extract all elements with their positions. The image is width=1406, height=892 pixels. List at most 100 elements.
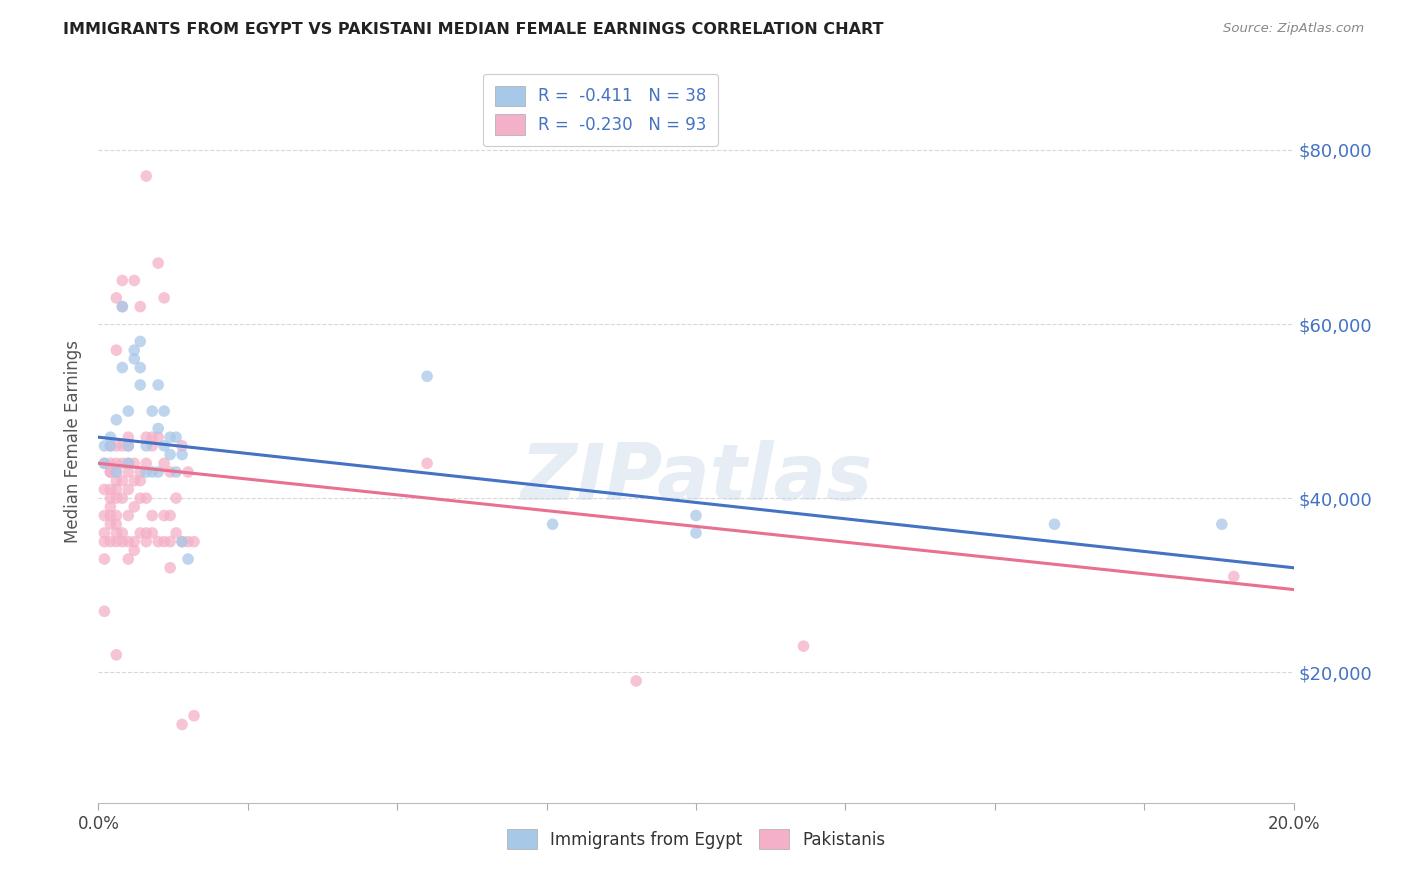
Point xyxy=(172,439,194,453)
Point xyxy=(93,525,115,540)
Point xyxy=(93,483,115,497)
Point xyxy=(93,456,115,470)
Point xyxy=(129,378,152,392)
Point xyxy=(159,448,181,462)
Point xyxy=(541,517,564,532)
Point xyxy=(111,474,134,488)
Point xyxy=(129,525,152,540)
Point xyxy=(159,465,181,479)
Point xyxy=(105,525,128,540)
Point xyxy=(177,552,200,566)
Point xyxy=(93,534,115,549)
Point xyxy=(153,404,176,418)
Point xyxy=(98,439,122,453)
Text: IMMIGRANTS FROM EGYPT VS PAKISTANI MEDIAN FEMALE EARNINGS CORRELATION CHART: IMMIGRANTS FROM EGYPT VS PAKISTANI MEDIA… xyxy=(63,22,884,37)
Legend: Immigrants from Egypt, Pakistanis: Immigrants from Egypt, Pakistanis xyxy=(496,819,896,860)
Point xyxy=(159,430,181,444)
Point xyxy=(129,491,152,505)
Point xyxy=(148,421,170,435)
Point xyxy=(105,648,128,662)
Point xyxy=(165,491,187,505)
Point xyxy=(98,456,122,470)
Point xyxy=(685,525,707,540)
Point xyxy=(153,439,176,453)
Point xyxy=(98,508,122,523)
Point xyxy=(135,534,157,549)
Point xyxy=(177,465,200,479)
Point xyxy=(172,717,194,731)
Point xyxy=(129,360,152,375)
Point xyxy=(117,552,139,566)
Y-axis label: Median Female Earnings: Median Female Earnings xyxy=(65,340,83,543)
Point xyxy=(111,300,134,314)
Point xyxy=(135,491,157,505)
Point xyxy=(111,525,134,540)
Point xyxy=(141,508,163,523)
Point xyxy=(105,517,128,532)
Point xyxy=(141,525,163,540)
Point xyxy=(148,534,170,549)
Point xyxy=(124,474,146,488)
Point xyxy=(416,456,439,470)
Point xyxy=(93,604,115,618)
Point xyxy=(105,465,128,479)
Point xyxy=(793,639,815,653)
Point xyxy=(111,300,134,314)
Point xyxy=(141,465,163,479)
Point xyxy=(117,456,139,470)
Text: Source: ZipAtlas.com: Source: ZipAtlas.com xyxy=(1223,22,1364,36)
Point xyxy=(141,404,163,418)
Point xyxy=(129,300,152,314)
Point xyxy=(626,673,648,688)
Point xyxy=(141,439,163,453)
Point xyxy=(1043,517,1066,532)
Point xyxy=(135,525,157,540)
Point xyxy=(172,448,194,462)
Point xyxy=(172,534,194,549)
Point xyxy=(98,465,122,479)
Point xyxy=(124,343,146,358)
Point xyxy=(105,413,128,427)
Point xyxy=(124,500,146,514)
Point xyxy=(117,456,139,470)
Point xyxy=(98,465,122,479)
Point xyxy=(105,483,128,497)
Point xyxy=(148,256,170,270)
Point xyxy=(117,439,139,453)
Point xyxy=(93,456,115,470)
Point xyxy=(117,465,139,479)
Point xyxy=(111,273,134,287)
Point xyxy=(148,378,170,392)
Point xyxy=(153,508,176,523)
Point xyxy=(153,534,176,549)
Point xyxy=(148,430,170,444)
Point xyxy=(124,456,146,470)
Point xyxy=(124,351,146,366)
Point xyxy=(135,456,157,470)
Point xyxy=(105,343,128,358)
Point xyxy=(183,534,205,549)
Point xyxy=(93,508,115,523)
Point xyxy=(111,534,134,549)
Point xyxy=(124,534,146,549)
Point xyxy=(117,404,139,418)
Point xyxy=(105,474,128,488)
Text: ZIPatlas: ZIPatlas xyxy=(520,440,872,516)
Point xyxy=(177,534,200,549)
Point xyxy=(117,508,139,523)
Point xyxy=(117,430,139,444)
Point xyxy=(135,465,157,479)
Point xyxy=(98,491,122,505)
Point xyxy=(685,508,707,523)
Point xyxy=(93,552,115,566)
Point xyxy=(124,543,146,558)
Point xyxy=(416,369,439,384)
Point xyxy=(111,360,134,375)
Point xyxy=(105,291,128,305)
Point xyxy=(105,534,128,549)
Point xyxy=(1223,569,1246,583)
Point xyxy=(111,456,134,470)
Point xyxy=(159,561,181,575)
Point xyxy=(183,708,205,723)
Point xyxy=(124,273,146,287)
